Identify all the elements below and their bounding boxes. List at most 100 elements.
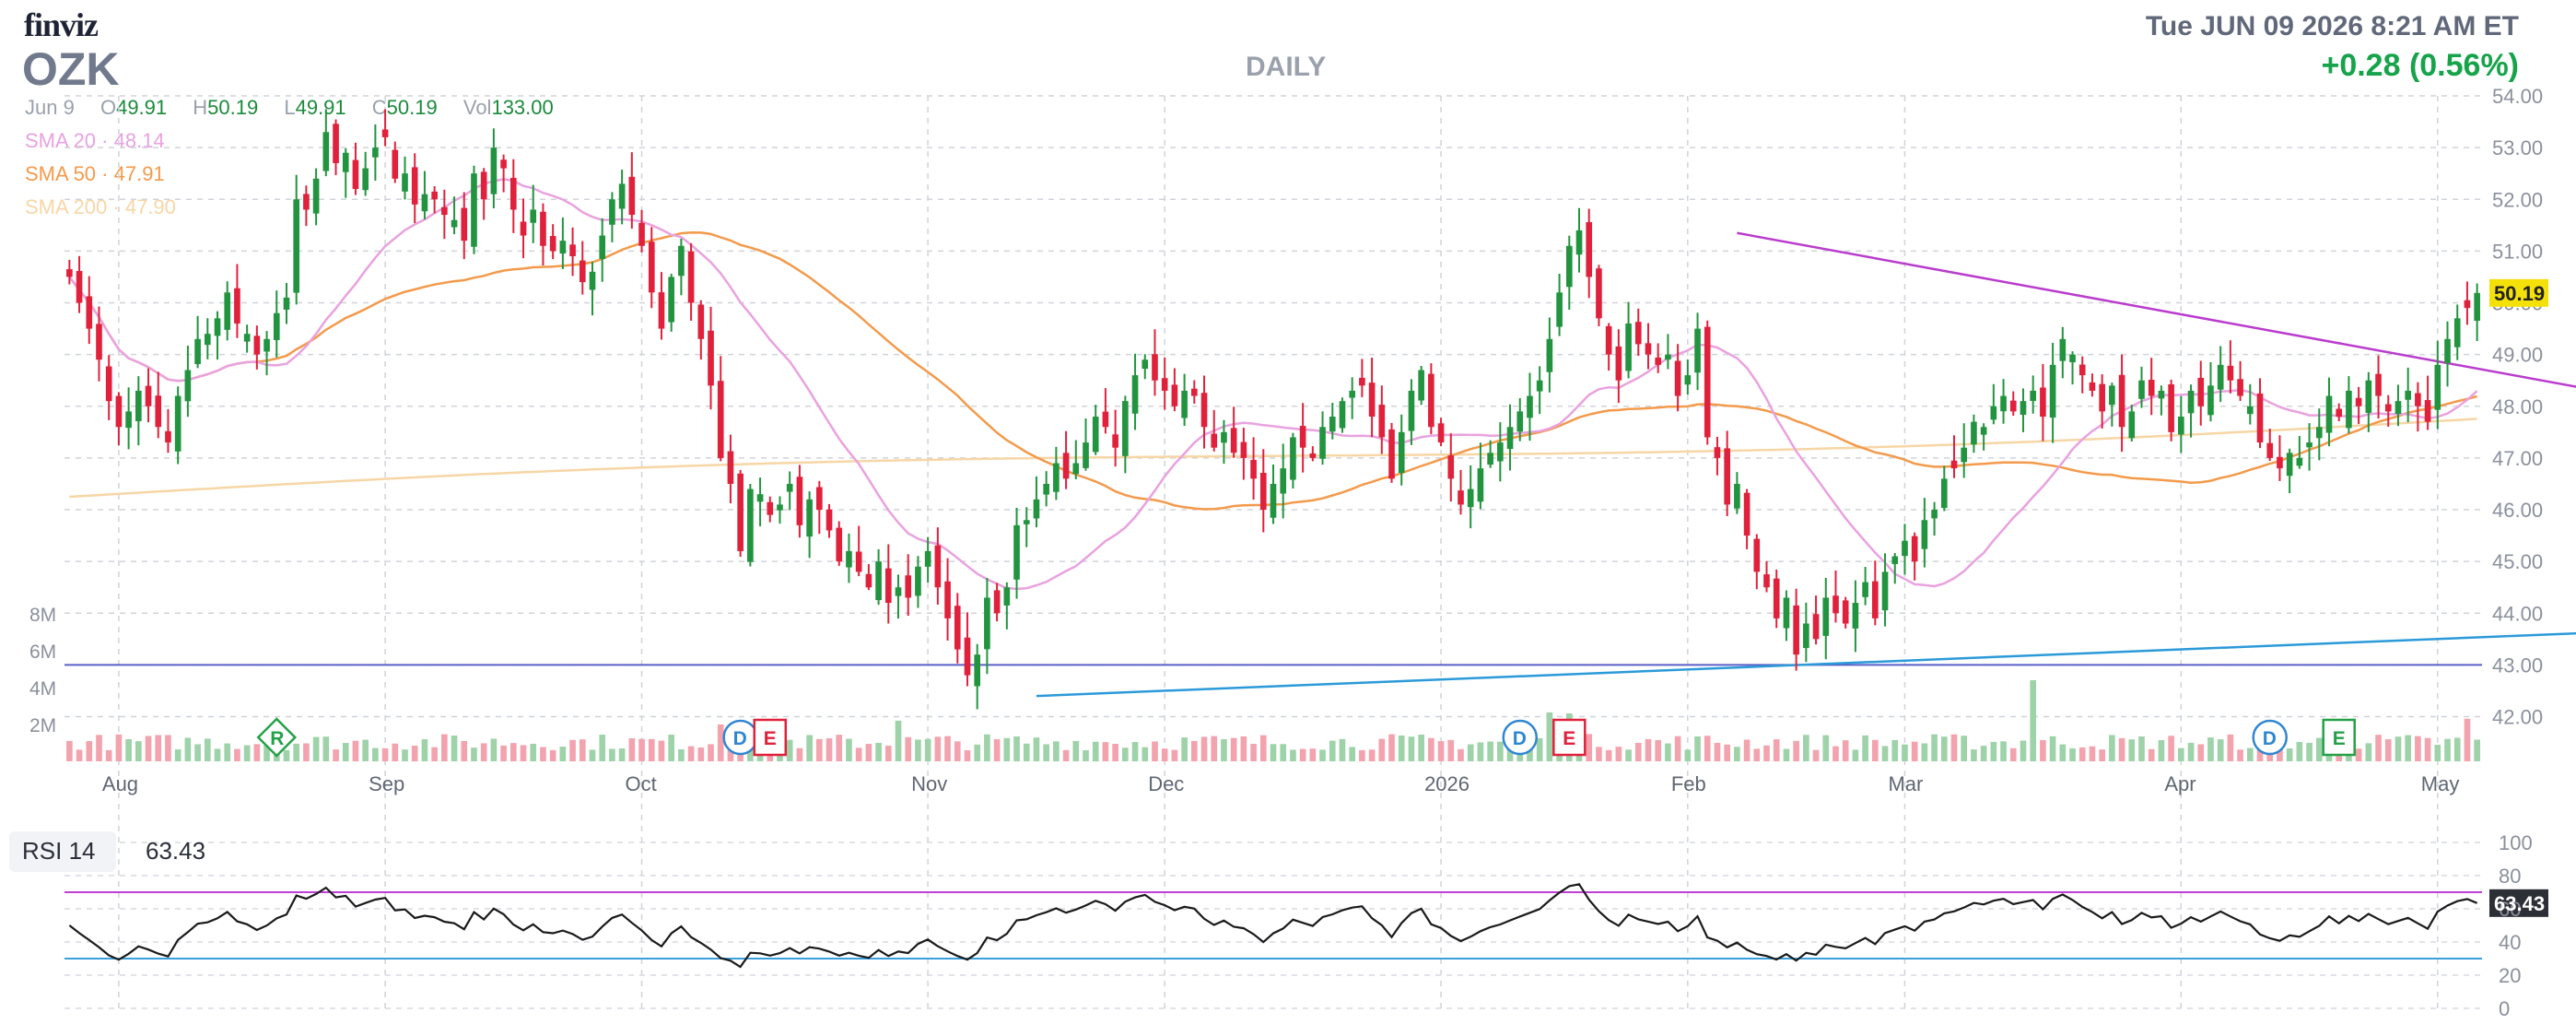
event-marker-earnings[interactable] — [2322, 718, 2356, 757]
volume-bar — [2405, 735, 2411, 761]
volume-bar — [905, 736, 912, 761]
candle-body — [884, 568, 892, 604]
candle-body — [954, 606, 961, 650]
volume-bar — [1862, 735, 1868, 761]
candle-body — [2178, 417, 2184, 435]
volume-bar — [944, 736, 951, 761]
candle — [1181, 373, 1188, 427]
volume-bar — [618, 748, 626, 761]
price-axis-label: 45.00 — [2492, 550, 2543, 573]
candle — [421, 171, 428, 219]
candle — [1211, 409, 1218, 452]
candle-body — [2009, 400, 2017, 412]
ohlc-high: H50.19 — [193, 96, 258, 119]
volume-bar — [964, 749, 971, 761]
volume-bar — [1645, 738, 1652, 761]
candle — [2464, 281, 2471, 325]
candle — [934, 527, 942, 606]
candle — [1724, 430, 1730, 517]
timeframe-label[interactable]: DAILY — [1246, 52, 1327, 82]
event-marker-earnings[interactable] — [1552, 718, 1587, 757]
volume-bar — [1940, 736, 1948, 761]
volume-bar — [509, 743, 517, 761]
candle — [509, 159, 517, 233]
candle-body — [1368, 383, 1376, 417]
event-label: E — [764, 728, 777, 749]
candle — [678, 238, 685, 296]
candle — [1171, 368, 1178, 412]
candle-body — [2000, 395, 2007, 412]
volume-bar — [875, 742, 882, 761]
candle-body — [1319, 427, 1326, 459]
event-marker-dividend[interactable] — [2252, 719, 2288, 756]
candle — [944, 558, 951, 642]
candle-body — [1299, 426, 1306, 448]
candle-body — [1921, 520, 1928, 549]
volume-bar — [974, 744, 981, 761]
ohlc-legend: Jun 9 O49.91 H50.19 L49.91 C50.19 Vol133… — [25, 96, 574, 120]
price-axis-label: 48.00 — [2492, 395, 2543, 418]
candle — [273, 290, 280, 358]
volume-bar — [1971, 749, 1977, 761]
time-axis-label: Feb — [1671, 772, 1706, 795]
volume-bar — [1250, 744, 1257, 761]
candle — [1062, 430, 1070, 489]
volume-bar — [2030, 680, 2037, 761]
volume-bar — [884, 746, 892, 761]
candle — [1921, 498, 1928, 568]
sma50-legend[interactable]: SMA 50 · 47.91 — [25, 162, 165, 185]
volume-bar — [1152, 741, 1158, 761]
rsi-value-tag-label: 63.43 — [2494, 892, 2545, 915]
volume-bar — [825, 737, 833, 761]
candle-body — [1940, 478, 1948, 509]
candle — [2069, 351, 2076, 385]
candle-body — [234, 288, 240, 324]
candle-body — [924, 550, 931, 567]
event-marker-dividend[interactable] — [1502, 719, 1539, 756]
candle-body — [540, 211, 546, 246]
candle — [924, 536, 931, 583]
event-marker-rating[interactable] — [256, 717, 298, 758]
volume-bar — [1190, 740, 1198, 761]
candle — [1467, 465, 1474, 529]
candle-body — [135, 390, 142, 421]
time-axis-label: Nov — [911, 772, 947, 795]
volume-bar — [658, 740, 665, 761]
candle-body — [2444, 338, 2451, 363]
candle — [1734, 472, 1740, 514]
candle — [806, 491, 813, 559]
candle-body — [1053, 463, 1060, 492]
event-label: D — [2263, 728, 2277, 749]
candle-body — [402, 173, 408, 192]
finviz-logo[interactable]: finviz — [24, 6, 99, 43]
volume-bar — [2178, 748, 2184, 761]
candle-body — [846, 550, 852, 568]
volume-bar — [569, 739, 576, 761]
candle-body — [125, 411, 132, 429]
candle-body — [1398, 431, 1405, 473]
volume-bar — [1240, 736, 1247, 761]
candle-body — [618, 183, 626, 209]
candle — [1586, 208, 1593, 299]
candle-body — [944, 581, 951, 618]
candle — [569, 227, 576, 277]
rsi-legend-box[interactable] — [9, 831, 116, 872]
volume-bar — [1694, 736, 1701, 761]
volume-bar — [609, 748, 615, 761]
candle — [2158, 385, 2165, 416]
ohlc-close: C50.19 — [372, 96, 438, 119]
candle-body — [777, 504, 783, 511]
event-marker-earnings[interactable] — [753, 718, 788, 757]
candle — [2040, 364, 2046, 441]
candle-body — [609, 199, 615, 225]
volume-bar — [2444, 738, 2451, 761]
candle — [1911, 532, 1918, 581]
volume-bar — [2355, 748, 2362, 761]
volume-bar — [66, 740, 73, 761]
candle — [76, 255, 83, 313]
candle-body — [737, 473, 744, 551]
candle — [2030, 375, 2037, 414]
volume-bar — [1023, 743, 1030, 761]
candle — [381, 109, 389, 147]
